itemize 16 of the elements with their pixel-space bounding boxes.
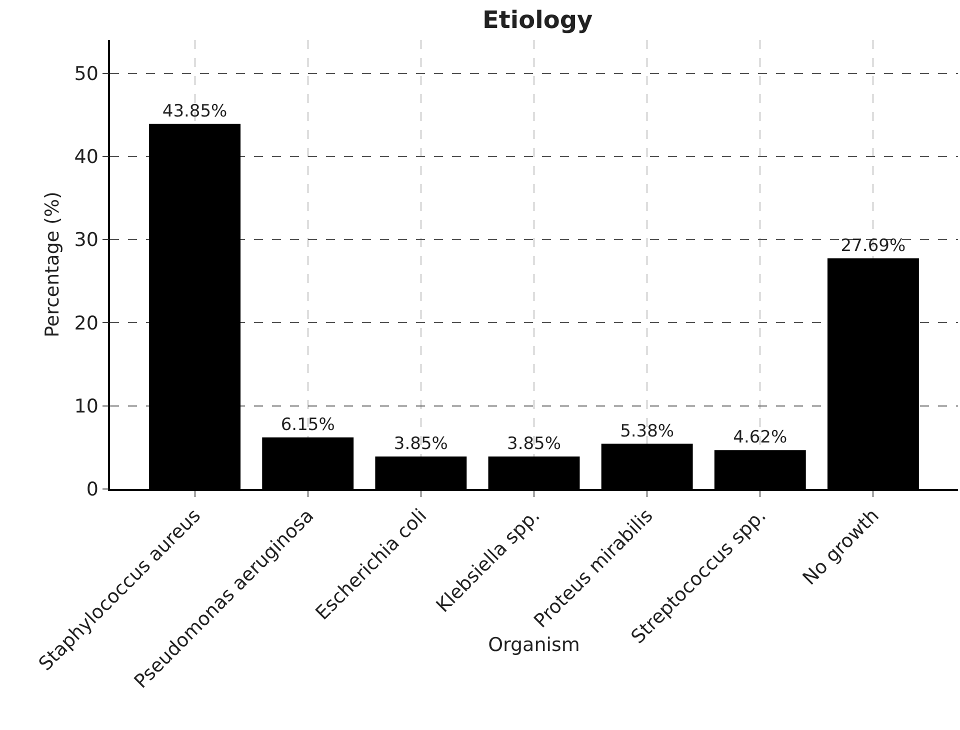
y-tick-label: 40	[74, 146, 98, 168]
y-tick-label: 30	[74, 229, 98, 252]
y-axis-title: Percentage (%)	[42, 192, 64, 338]
data-label: 43.85%	[162, 101, 228, 122]
y-tick-label: 0	[86, 478, 98, 501]
y-tick-label: 10	[74, 396, 98, 418]
data-label: 27.69%	[840, 236, 906, 256]
data-label: 4.62%	[733, 428, 788, 448]
y-tick-label: 50	[74, 62, 98, 85]
data-label: 3.85%	[394, 434, 448, 454]
data-label: 6.15%	[280, 414, 335, 435]
data-label: 5.38%	[620, 421, 674, 442]
x-axis-title: Organism	[488, 634, 580, 656]
chart-title: Etiology	[482, 6, 594, 34]
y-tick-label: 20	[74, 312, 98, 334]
data-label: 3.85%	[506, 434, 562, 454]
